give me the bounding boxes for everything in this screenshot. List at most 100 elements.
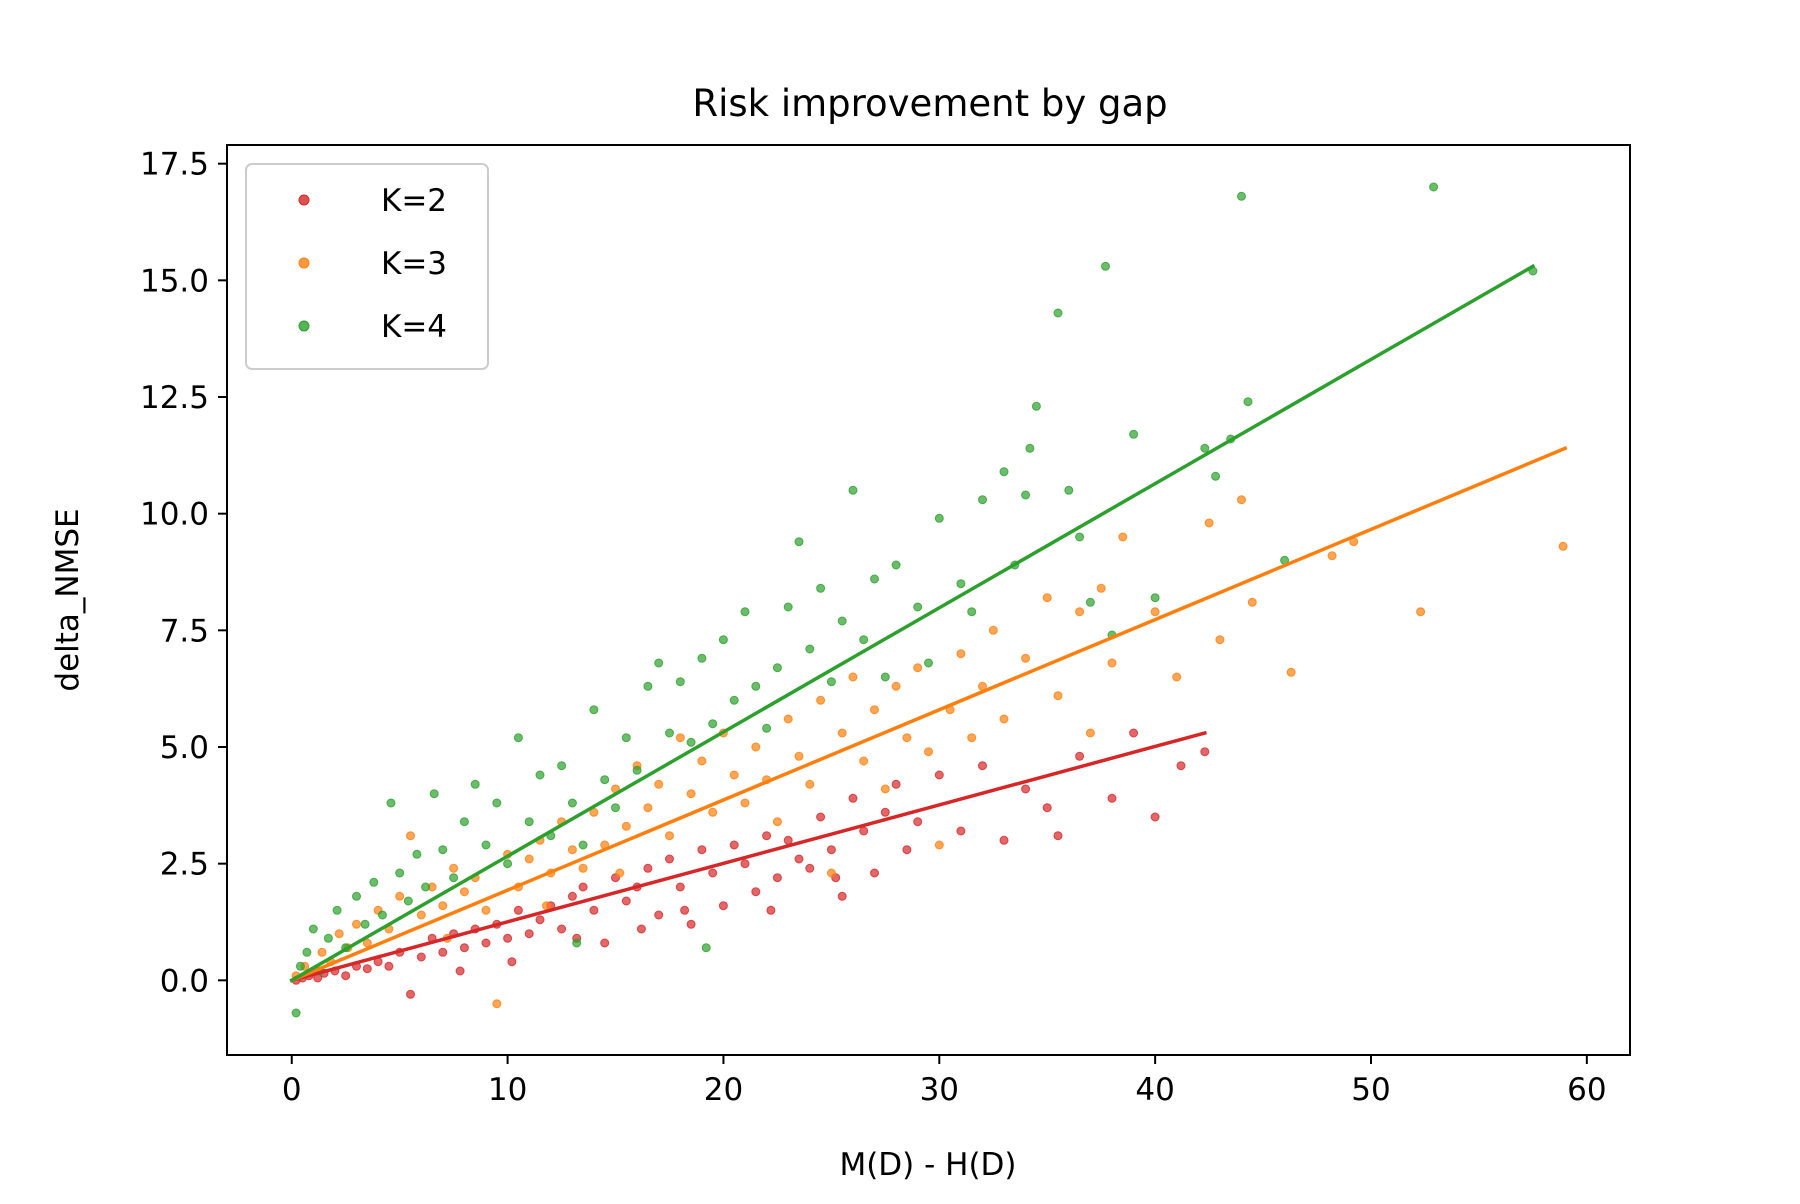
data-point xyxy=(816,812,826,822)
data-point xyxy=(837,891,847,901)
data-point xyxy=(654,910,664,920)
y-tick-label: 0.0 xyxy=(160,963,209,999)
data-point xyxy=(729,770,739,780)
data-point xyxy=(1200,747,1210,757)
data-point xyxy=(395,891,405,901)
data-point xyxy=(1075,607,1085,617)
data-point xyxy=(395,868,405,878)
data-point xyxy=(772,663,782,673)
data-point xyxy=(1172,672,1182,682)
data-point xyxy=(1129,429,1139,439)
data-point xyxy=(891,779,901,789)
data-point xyxy=(643,863,653,873)
data-point xyxy=(481,840,491,850)
data-point xyxy=(805,779,815,789)
data-point xyxy=(1042,803,1052,813)
data-point xyxy=(632,765,642,775)
data-point xyxy=(492,798,502,808)
data-point xyxy=(636,924,646,934)
data-point xyxy=(740,859,750,869)
data-point xyxy=(481,938,491,948)
data-point xyxy=(794,751,804,761)
data-point xyxy=(891,560,901,570)
data-point xyxy=(492,999,502,1009)
data-point xyxy=(403,896,413,906)
data-point xyxy=(1204,518,1214,528)
data-point xyxy=(557,924,567,934)
data-point xyxy=(902,845,912,855)
data-point xyxy=(1021,490,1031,500)
data-point xyxy=(740,798,750,808)
data-point xyxy=(870,705,879,715)
data-point xyxy=(880,807,890,817)
data-point xyxy=(323,933,333,943)
data-point xyxy=(352,919,361,929)
data-point xyxy=(762,831,772,841)
data-point xyxy=(740,607,750,617)
data-point xyxy=(999,714,1009,724)
data-point xyxy=(913,817,923,827)
data-point xyxy=(1075,751,1085,761)
data-point xyxy=(805,863,815,873)
data-point xyxy=(837,728,847,738)
legend: K=2 K=3 K=4 xyxy=(245,163,489,370)
data-point xyxy=(1053,831,1063,841)
data-point xyxy=(859,826,869,836)
series-group-2 xyxy=(291,182,1538,1018)
data-point xyxy=(1021,653,1031,663)
data-point xyxy=(308,924,318,934)
data-point xyxy=(880,784,890,794)
data-point xyxy=(772,873,782,883)
data-point xyxy=(665,831,674,841)
data-point xyxy=(816,583,826,593)
data-point xyxy=(416,952,426,962)
data-point xyxy=(1215,635,1225,645)
data-point xyxy=(535,770,545,780)
data-point xyxy=(934,770,944,780)
data-point xyxy=(1150,593,1160,603)
data-point xyxy=(578,863,588,873)
data-point xyxy=(934,840,944,850)
data-point xyxy=(507,957,517,967)
data-point xyxy=(1042,593,1052,603)
data-point xyxy=(675,677,685,687)
data-point xyxy=(1075,532,1085,542)
data-point xyxy=(524,929,534,939)
data-point xyxy=(567,891,577,901)
data-point xyxy=(1096,583,1106,593)
data-point xyxy=(406,831,415,841)
data-point xyxy=(1085,728,1095,738)
data-point xyxy=(751,681,761,691)
data-point xyxy=(302,947,312,957)
data-point xyxy=(416,910,426,920)
data-point xyxy=(1243,397,1253,407)
data-point xyxy=(1031,401,1041,411)
data-point xyxy=(481,905,491,915)
data-point xyxy=(334,929,344,939)
data-point xyxy=(643,681,653,691)
fit-line-0 xyxy=(289,730,1207,983)
data-point xyxy=(1176,761,1186,771)
data-point xyxy=(615,868,625,878)
data-point xyxy=(1150,812,1160,822)
fit-line-1 xyxy=(289,446,1568,983)
y-tick-label: 12.5 xyxy=(140,380,209,416)
data-point xyxy=(421,882,431,892)
data-point xyxy=(701,943,711,953)
data-point xyxy=(783,714,793,724)
data-point xyxy=(1101,261,1110,271)
data-point xyxy=(611,803,620,813)
data-point xyxy=(697,845,707,855)
data-point xyxy=(751,887,761,897)
y-tick-label: 7.5 xyxy=(160,613,209,649)
data-point xyxy=(826,677,836,687)
data-point xyxy=(459,817,469,827)
legend-marker-2 xyxy=(298,320,310,332)
chart-title: Risk improvement by gap xyxy=(692,82,1167,125)
data-point xyxy=(535,915,545,925)
data-point xyxy=(1053,691,1063,701)
data-point xyxy=(438,947,448,957)
series-group-1 xyxy=(291,495,1568,1009)
data-point xyxy=(621,896,631,906)
